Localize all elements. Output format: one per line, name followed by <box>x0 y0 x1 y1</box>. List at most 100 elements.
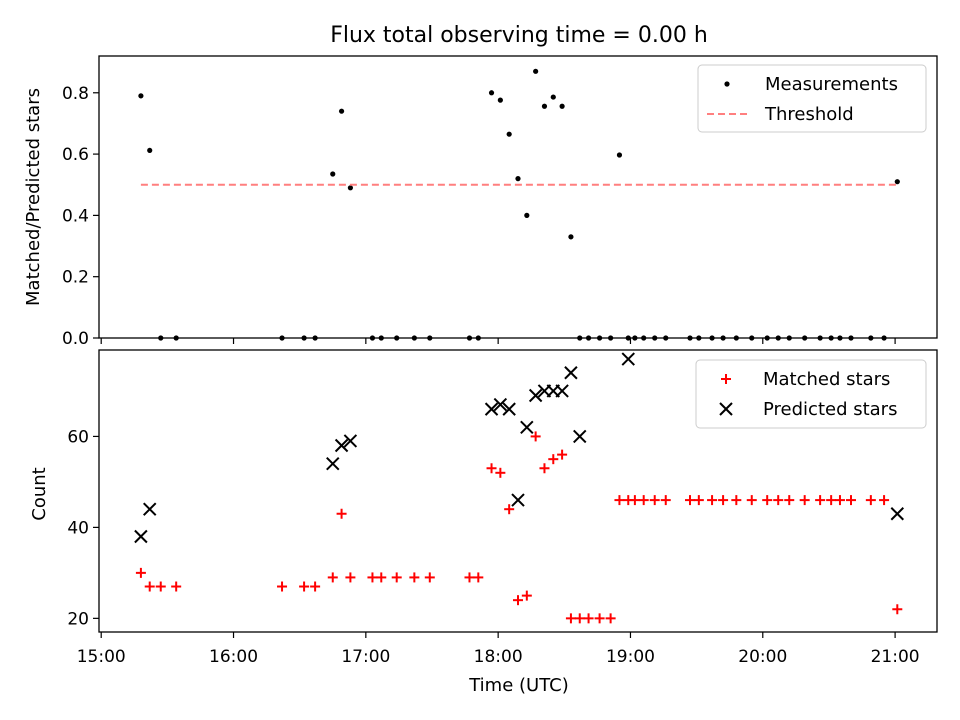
predicted-star-point <box>520 420 534 435</box>
predicted-star-point <box>564 366 578 380</box>
matched-star-point <box>879 495 890 506</box>
predicted-star-point <box>134 529 148 544</box>
matched-star-point <box>649 495 660 506</box>
matched-star-point <box>565 613 576 624</box>
count-y-tick-label: 20 <box>67 609 89 629</box>
matched-star-point <box>539 463 550 474</box>
count-x-tick-label: 15:00 <box>77 647 126 667</box>
matched-star-point <box>345 572 356 583</box>
measurement-point <box>568 234 574 240</box>
legend-matched-label: Matched stars <box>763 369 890 390</box>
measurement-point <box>894 179 900 185</box>
matched-star-point <box>892 604 903 615</box>
count-x-tick-label: 17:00 <box>341 647 390 667</box>
matched-star-point <box>845 495 856 506</box>
matched-star-point <box>336 508 347 519</box>
matched-star-point <box>693 495 704 506</box>
matched-star-point <box>784 495 795 506</box>
legend-measurements-marker <box>724 81 730 87</box>
count-y-tick-label: 60 <box>67 427 89 447</box>
measurement-point <box>506 131 512 137</box>
ratio-y-tick-label: 0.2 <box>62 268 89 288</box>
predicted-star-point <box>511 493 525 507</box>
predicted-star-point <box>621 352 635 366</box>
matched-star-point <box>376 572 387 583</box>
predicted-star-point <box>343 434 358 448</box>
matched-star-point <box>731 495 742 506</box>
count-panel: 20 40 60 15:00 16:00 17:00 18:00 19:00 20:00 21:… <box>29 349 938 696</box>
matched-star-point <box>277 581 288 592</box>
ratio-axes-frame <box>98 55 938 339</box>
matched-star-point <box>473 572 484 583</box>
count-x-tick-label: 18:00 <box>474 647 523 667</box>
predicted-star-point <box>334 438 349 453</box>
predicted-star-point <box>890 507 905 521</box>
legend-measurements-label: Measurements <box>765 74 898 95</box>
count-y-axis-label: Count <box>29 467 50 520</box>
matched-star-point <box>144 581 155 592</box>
matched-star-point <box>464 572 475 583</box>
matched-star-point <box>504 504 515 515</box>
measurement-point <box>147 147 153 154</box>
matched-star-point <box>299 581 310 592</box>
measurement-point <box>541 103 548 109</box>
matched-star-point <box>660 495 671 506</box>
measurement-point <box>347 185 353 191</box>
x-axis-label: Time (UTC) <box>468 675 569 696</box>
matched-star-point <box>530 431 541 442</box>
predicted-star-point <box>493 397 508 412</box>
ratio-y-axis-label: Matched/Predicted stars <box>23 88 44 306</box>
matched-star-point <box>638 495 649 506</box>
ratio-legend-box <box>697 64 927 133</box>
ratio-legend: Measurements Threshold <box>697 64 927 133</box>
count-y-tick-label: 40 <box>67 518 89 538</box>
predicted-star-point <box>326 457 340 471</box>
matched-star-point <box>605 613 616 624</box>
matched-star-point <box>327 572 338 583</box>
matched-star-point <box>495 467 506 478</box>
matched-star-point <box>746 495 757 506</box>
matched-star-point <box>594 613 605 624</box>
matched-star-point <box>548 454 559 465</box>
matched-star-point <box>155 581 166 592</box>
matched-star-point <box>718 495 729 506</box>
chart-title: Flux total observing time = 0.00 h <box>330 23 708 48</box>
legend-threshold-label: Threshold <box>764 104 854 125</box>
measurement-point <box>559 103 565 109</box>
matched-star-point <box>762 495 773 506</box>
matched-star-point <box>557 449 568 460</box>
matched-star-point <box>424 572 435 583</box>
matched-star-point <box>583 613 594 624</box>
legend-matched-marker <box>721 374 731 384</box>
ratio-y-tick-label: 0.6 <box>62 145 89 165</box>
matched-star-point <box>574 613 585 624</box>
matched-star-point <box>171 581 182 592</box>
matched-star-point <box>826 495 837 506</box>
matched-star-point <box>486 463 497 474</box>
predicted-star-point <box>528 388 543 403</box>
measurement-point <box>550 94 556 100</box>
matched-star-point <box>799 495 810 506</box>
matched-star-point <box>834 495 845 506</box>
matched-star-point <box>521 590 532 601</box>
count-plot-area <box>134 352 905 624</box>
measurement-point <box>515 176 521 182</box>
matched-star-point <box>409 572 420 583</box>
measurement-point <box>338 108 345 114</box>
matched-star-point <box>310 581 321 592</box>
count-x-ticks: 15:00 16:00 17:00 18:00 19:00 20:00 21:00 <box>77 632 920 667</box>
legend-predicted-marker <box>719 402 733 416</box>
matched-star-point <box>135 567 146 578</box>
ratio-y-tick-label: 0.0 <box>62 329 89 349</box>
count-legend: Matched stars Predicted stars <box>695 359 927 429</box>
matched-star-point <box>815 495 826 506</box>
ratio-y-ticks: 0.0 0.2 0.4 0.6 0.8 <box>62 84 99 349</box>
measurement-point <box>533 68 539 74</box>
predicted-star-point <box>143 502 157 516</box>
legend-predicted-label: Predicted stars <box>763 399 897 420</box>
measurement-point <box>497 97 503 103</box>
ratio-y-tick-label: 0.4 <box>62 206 89 226</box>
ratio-panel: Flux total observing time = 0.00 h 0.0 0.… <box>23 23 938 349</box>
matched-star-point <box>367 572 378 583</box>
predicted-star-point <box>484 402 499 416</box>
